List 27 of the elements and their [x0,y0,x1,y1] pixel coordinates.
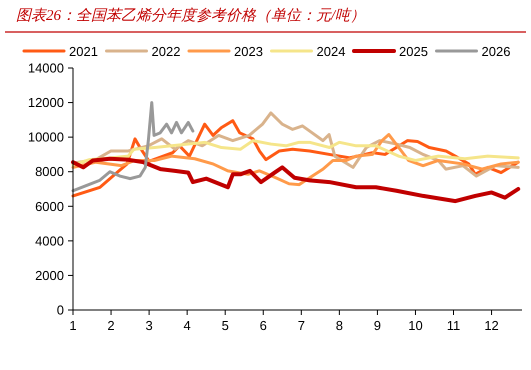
legend-label: 2026 [482,44,510,59]
chart-title: 图表26：全国苯乙烯分年度参考价格（单位：元/吨） [16,7,366,24]
legend-label: 2022 [152,44,180,59]
legend-label: 2024 [316,44,346,59]
y-tick-label: 8000 [35,164,64,180]
y-tick-label: 12000 [28,95,64,110]
y-tick-label: 4000 [35,233,64,248]
legend-label: 2023 [234,44,263,59]
x-tick-label: 1 [69,318,77,333]
y-tick-label: 2000 [35,268,64,283]
y-tick-label: 6000 [35,198,64,214]
x-tick-label: 7 [298,318,305,333]
legend-label: 2021 [69,44,98,59]
x-tick-label: 2 [107,318,115,333]
legend-label: 2025 [399,44,428,59]
x-tick-label: 8 [336,318,343,333]
x-tick-label: 5 [222,318,229,333]
x-tick-label: 11 [446,318,460,333]
x-tick-label: 6 [260,318,267,333]
x-tick-label: 9 [374,318,382,333]
y-tick-label: 0 [56,302,64,318]
y-tick-label: 14000 [28,60,64,76]
x-tick-label: 10 [408,318,423,333]
x-tick-label: 3 [145,318,153,333]
x-tick-label: 12 [484,318,499,333]
y-tick-label: 10000 [28,130,64,145]
x-tick-label: 4 [184,318,191,333]
